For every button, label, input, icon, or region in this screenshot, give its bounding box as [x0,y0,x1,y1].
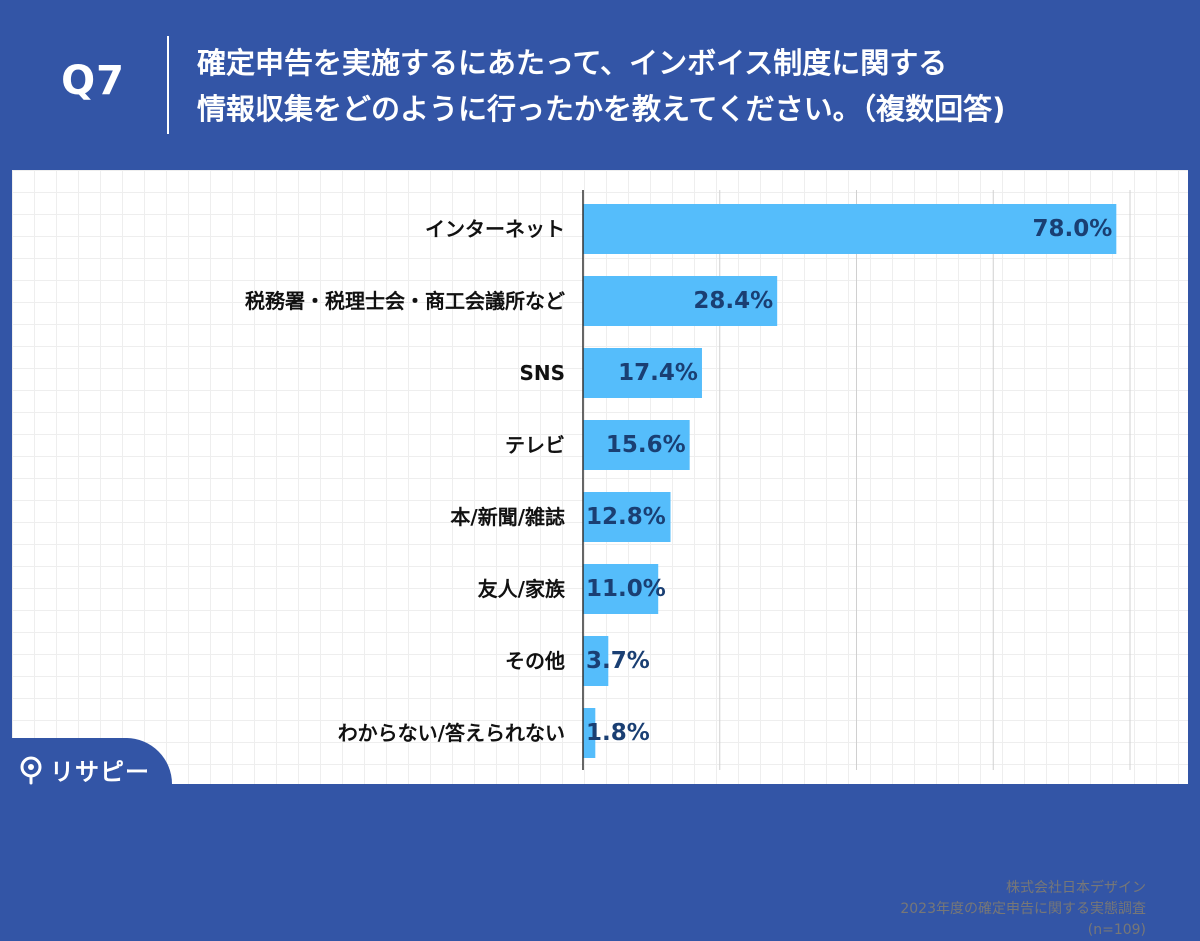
bar [583,420,690,470]
bar-chart: インターネット 78.0% 税務署・税理士会・商工会議所など 28.4% SNS 17.4… [245,190,1131,770]
value-label: 12.8% [586,504,666,530]
source-sample-size: (n=109) [1087,922,1146,938]
bar [583,276,778,326]
category-label: 税務署・税理士会・商工会議所など [245,289,565,313]
category-label: テレビ [505,433,565,457]
bar [583,708,596,758]
category-label: その他 [505,649,565,673]
chart-panel: インターネット 78.0% 税務署・税理士会・商工会議所など 28.4% SNS 17.4… [12,170,1188,938]
bar [583,348,702,398]
value-label: 1.8% [586,720,650,746]
category-label: 友人/家族 [478,577,566,601]
value-label: 15.6% [606,432,686,458]
bar [583,492,671,542]
brand-logo: リサピー [18,752,150,787]
value-label: 3.7% [586,648,650,674]
bar [583,636,609,686]
category-label: 本/新聞/雑誌 [450,505,565,529]
source-note: 株式会社日本デザイン 2023年度の確定申告に関する実態調査 (n=109) [900,878,1146,941]
value-label: 78.0% [1033,216,1113,242]
category-label: インターネット [425,217,565,241]
source-survey: 2023年度の確定申告に関する実態調査 [900,901,1146,917]
question-line-1: 確定申告を実施するにあたって、インボイス制度に関する [197,46,948,80]
value-label: 17.4% [618,360,698,386]
value-label: 11.0% [586,576,666,602]
question-text: 確定申告を実施するにあたって、インボイス制度に関する 情報収集をどのように行った… [197,40,1187,132]
header: Q7 確定申告を実施するにあたって、インボイス制度に関する 情報収集をどのように… [0,0,1200,168]
pin-icon [20,756,42,784]
bar [583,204,1117,254]
category-label: わからない/答えられない [338,721,565,745]
bar [583,564,659,614]
question-line-2: 情報収集をどのように行ったかを教えてください。（複数回答) [197,92,1006,126]
logo-text: リサピー [50,758,150,786]
category-label: SNS [519,361,565,385]
value-label: 28.4% [693,288,773,314]
question-number: Q7 [61,58,125,104]
header-divider [167,36,169,134]
source-company: 株式会社日本デザイン [1006,880,1146,896]
logo-tab [0,738,172,800]
